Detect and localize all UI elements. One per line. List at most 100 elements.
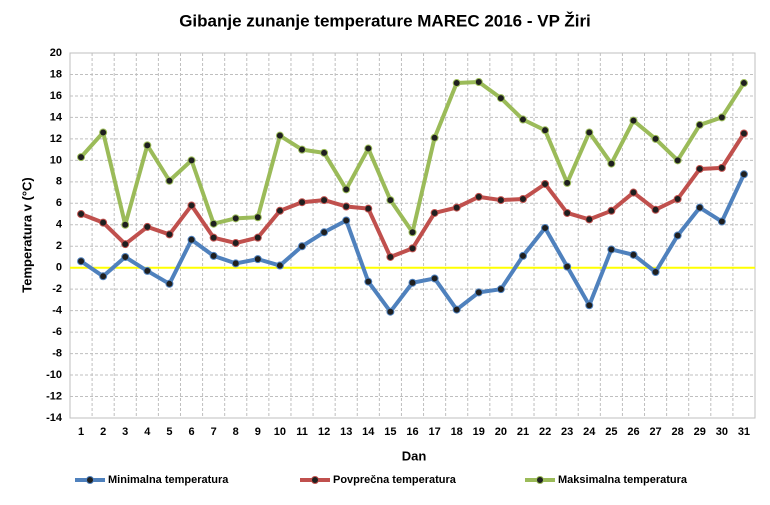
x-tick-label: 2 xyxy=(100,426,106,438)
x-tick-label: 23 xyxy=(561,426,573,438)
point-marker xyxy=(430,133,439,142)
point-marker xyxy=(585,215,594,224)
point-marker xyxy=(673,231,682,240)
y-tick-label: -8 xyxy=(52,347,62,359)
y-tick-label: -4 xyxy=(52,305,63,317)
point-marker xyxy=(739,79,748,88)
x-tick-label: 24 xyxy=(583,426,596,438)
point-marker xyxy=(143,222,152,231)
point-marker xyxy=(320,148,329,157)
point-marker xyxy=(364,144,373,153)
point-marker xyxy=(452,79,461,88)
point-marker xyxy=(77,257,86,266)
point-marker xyxy=(585,128,594,137)
point-marker xyxy=(430,208,439,217)
point-marker xyxy=(717,163,726,172)
point-marker xyxy=(717,217,726,226)
point-marker xyxy=(673,156,682,165)
chart-title: Gibanje zunanje temperature MAREC 2016 -… xyxy=(179,11,591,30)
point-marker xyxy=(518,195,527,203)
point-marker xyxy=(253,255,262,264)
point-marker xyxy=(386,252,395,261)
point-marker xyxy=(518,115,527,124)
point-marker xyxy=(121,220,130,229)
legend-marker xyxy=(86,476,94,484)
point-marker xyxy=(563,178,572,187)
point-marker xyxy=(342,185,351,194)
point-marker xyxy=(231,239,240,248)
legend-label: Minimalna temperatura xyxy=(108,474,229,486)
x-tick-label: 8 xyxy=(233,426,239,438)
x-tick-label: 6 xyxy=(188,426,194,438)
point-marker xyxy=(452,203,461,212)
point-marker xyxy=(541,179,550,188)
x-tick-label: 20 xyxy=(495,426,507,438)
y-tick-label: 10 xyxy=(50,154,62,166)
point-marker xyxy=(275,131,284,140)
y-tick-label: -2 xyxy=(52,283,62,295)
point-marker xyxy=(496,94,505,103)
x-tick-label: 17 xyxy=(428,426,440,438)
point-marker xyxy=(231,259,240,268)
point-marker xyxy=(298,198,307,207)
point-marker xyxy=(695,120,704,129)
point-marker xyxy=(165,176,174,185)
point-marker xyxy=(99,128,108,137)
point-marker xyxy=(364,204,373,213)
point-marker xyxy=(607,245,616,254)
point-marker xyxy=(541,126,550,135)
point-marker xyxy=(408,228,417,237)
point-marker xyxy=(474,288,483,297)
point-marker xyxy=(99,272,108,281)
legend-label: Povprečna temperatura xyxy=(333,474,457,486)
point-marker xyxy=(496,285,505,294)
x-tick-label: 14 xyxy=(362,426,375,438)
x-tick-label: 12 xyxy=(318,426,330,438)
point-marker xyxy=(739,129,748,138)
legend-label: Maksimalna temperatura xyxy=(558,474,688,486)
x-tick-label: 27 xyxy=(649,426,661,438)
y-tick-label: -6 xyxy=(52,326,62,338)
y-tick-label: 4 xyxy=(56,219,63,231)
point-marker xyxy=(607,159,616,168)
point-marker xyxy=(408,278,417,287)
point-marker xyxy=(275,261,284,270)
point-marker xyxy=(629,188,638,197)
point-marker xyxy=(320,196,329,205)
point-marker xyxy=(121,252,130,261)
x-tick-label: 3 xyxy=(122,426,128,438)
point-marker xyxy=(651,268,660,276)
point-marker xyxy=(209,251,218,260)
x-tick-label: 10 xyxy=(274,426,286,438)
y-tick-label: 6 xyxy=(56,197,62,209)
point-marker xyxy=(231,214,240,223)
y-axis-title: Temperatura v (°C) xyxy=(19,177,34,292)
x-tick-label: 28 xyxy=(672,426,684,438)
y-tick-label: 12 xyxy=(50,133,62,145)
point-marker xyxy=(585,301,594,310)
x-tick-label: 26 xyxy=(627,426,639,438)
x-tick-label: 29 xyxy=(694,426,706,438)
point-marker xyxy=(629,116,638,125)
point-marker xyxy=(541,223,550,232)
point-marker xyxy=(143,266,152,275)
point-marker xyxy=(695,164,704,173)
x-tick-label: 22 xyxy=(539,426,551,438)
point-marker xyxy=(209,219,218,228)
x-tick-label: 18 xyxy=(451,426,463,438)
y-tick-label: 18 xyxy=(50,68,62,80)
y-tick-label: 14 xyxy=(50,111,63,123)
point-marker xyxy=(209,233,218,242)
y-tick-label: 2 xyxy=(56,240,62,252)
point-marker xyxy=(342,216,351,225)
point-marker xyxy=(386,196,395,205)
point-marker xyxy=(629,250,638,259)
point-marker xyxy=(474,192,483,201)
legend-marker xyxy=(536,476,544,484)
point-marker xyxy=(496,196,505,205)
point-marker xyxy=(408,244,417,253)
y-tick-label: -10 xyxy=(46,369,62,381)
y-tick-label: -12 xyxy=(46,390,62,402)
x-tick-label: 21 xyxy=(517,426,529,438)
x-tick-label: 9 xyxy=(255,426,261,438)
